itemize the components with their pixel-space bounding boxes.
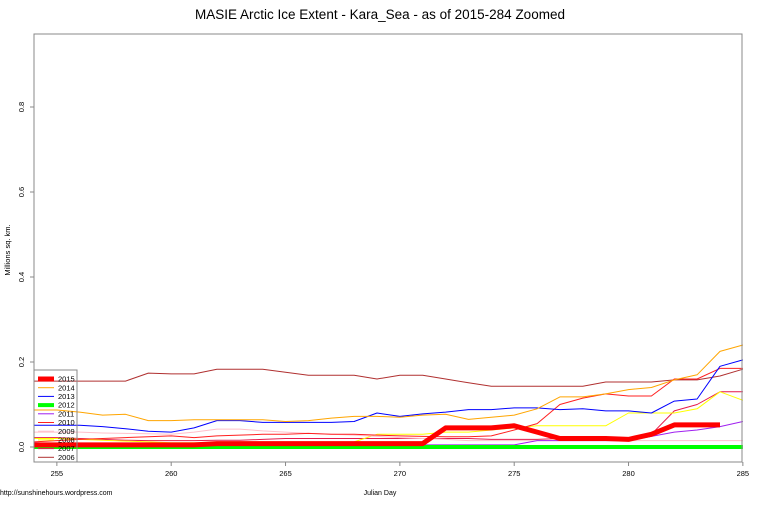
- series-2015: [34, 422, 720, 448]
- legend-label-2008: 2008: [58, 436, 75, 445]
- axes-layer: 255 260 265 270 275 280 285 0.0 0.2 0.4 0.6 0.8: [17, 102, 749, 478]
- x-tick-label: 285: [737, 469, 750, 478]
- series-layer: [33, 344, 744, 449]
- x-tick-label: 270: [394, 469, 407, 478]
- x-tick-label: 280: [622, 469, 635, 478]
- source-url: http://sunshinehours.wordpress.com: [0, 490, 113, 497]
- y-axis-label: Millions sq. km.: [3, 224, 12, 275]
- series-2010: [33, 367, 743, 443]
- legend-label-2013: 2013: [58, 392, 75, 401]
- series-2006: [34, 368, 744, 387]
- x-tick-label: 255: [51, 469, 64, 478]
- legend-label-2012: 2012: [58, 401, 75, 410]
- legend-label-2009: 2009: [58, 427, 75, 436]
- legend-label-2011: 2011: [58, 409, 74, 418]
- plot-frame: [33, 33, 743, 463]
- legend-label-2010: 2010: [58, 418, 75, 427]
- chart-title: MASIE Arctic Ice Extent - Kara_Sea - as …: [195, 7, 565, 22]
- x-tick-label: 275: [508, 469, 521, 478]
- legend-label-2006: 2006: [58, 453, 75, 462]
- y-tick-label: 0.2: [17, 357, 26, 367]
- legend-box: [33, 369, 78, 463]
- legend-label-2007: 2007: [58, 444, 75, 453]
- x-tick-label: 265: [279, 469, 292, 478]
- series-2008: [34, 391, 744, 444]
- y-tick-label: 0.8: [17, 102, 26, 112]
- legend-label-2014: 2014: [58, 383, 75, 392]
- series-2014: [34, 344, 744, 422]
- x-tick-label: 260: [165, 469, 178, 478]
- x-axis-label: Julian Day: [363, 490, 397, 497]
- series-2013: [34, 359, 744, 433]
- y-tick-label: 0.6: [17, 187, 26, 197]
- y-tick-label: 0.4: [17, 272, 26, 282]
- legend-label-2015: 2015: [58, 375, 75, 384]
- y-tick-label: 0.0: [17, 442, 26, 452]
